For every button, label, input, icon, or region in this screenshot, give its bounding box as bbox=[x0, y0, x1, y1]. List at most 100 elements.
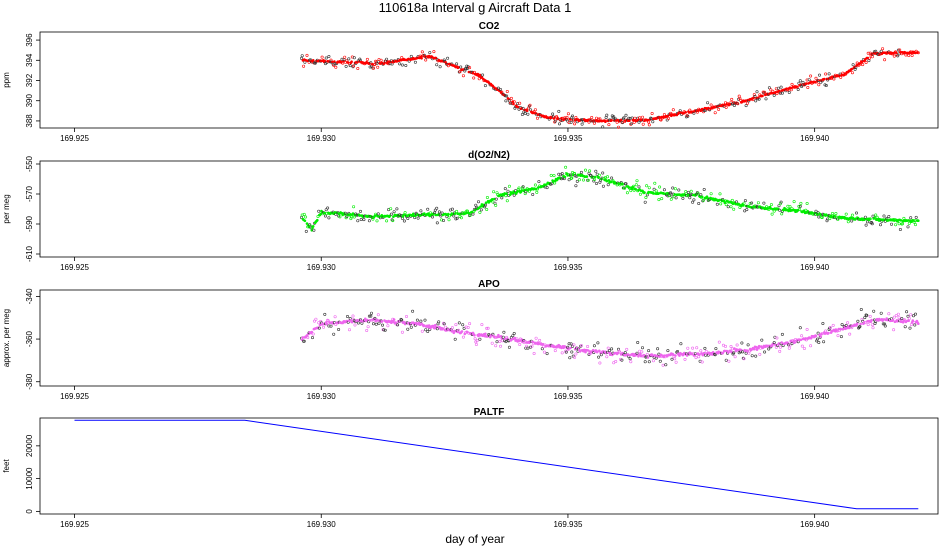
data-point bbox=[406, 217, 410, 221]
data-point bbox=[742, 357, 746, 361]
data-point bbox=[305, 53, 309, 57]
data-point bbox=[523, 192, 527, 196]
data-point bbox=[909, 323, 913, 327]
data-point bbox=[491, 200, 495, 204]
data-point bbox=[494, 203, 498, 207]
data-point bbox=[733, 355, 737, 359]
data-point bbox=[409, 54, 413, 58]
data-point bbox=[695, 346, 699, 350]
data-point bbox=[824, 72, 828, 76]
data-point bbox=[658, 116, 661, 119]
data-point bbox=[521, 185, 525, 189]
data-point bbox=[479, 205, 482, 208]
data-point bbox=[471, 212, 475, 216]
data-point bbox=[351, 320, 354, 324]
data-point bbox=[814, 76, 818, 80]
data-point bbox=[338, 215, 342, 219]
data-point bbox=[807, 78, 811, 82]
data-point bbox=[419, 209, 423, 213]
x-tick-label: 169.925 bbox=[60, 263, 89, 272]
data-point bbox=[596, 341, 600, 345]
data-point bbox=[428, 51, 432, 55]
data-point bbox=[700, 195, 704, 199]
data-point bbox=[780, 341, 783, 344]
data-point bbox=[836, 334, 840, 338]
data-point bbox=[314, 317, 318, 321]
data-point bbox=[500, 196, 504, 200]
data-point bbox=[567, 178, 571, 182]
data-point bbox=[847, 326, 851, 330]
data-point bbox=[788, 343, 792, 347]
data-point bbox=[842, 327, 845, 331]
data-point bbox=[485, 326, 489, 330]
data-point bbox=[450, 326, 454, 330]
data-point bbox=[684, 190, 688, 194]
data-point bbox=[607, 349, 611, 353]
data-point bbox=[553, 181, 557, 185]
data-point bbox=[512, 102, 515, 106]
data-point bbox=[763, 350, 767, 354]
data-point bbox=[870, 222, 874, 226]
data-point bbox=[691, 346, 695, 350]
data-point bbox=[674, 196, 678, 200]
data-point bbox=[520, 189, 523, 192]
data-point bbox=[433, 211, 437, 215]
data-point bbox=[409, 325, 413, 329]
data-point bbox=[590, 116, 594, 120]
data-point bbox=[368, 319, 372, 322]
data-point bbox=[573, 347, 577, 351]
data-point bbox=[732, 351, 736, 355]
data-point bbox=[573, 122, 577, 126]
data-point bbox=[697, 202, 701, 206]
data-point bbox=[898, 48, 902, 52]
data-point bbox=[331, 60, 334, 64]
data-point bbox=[769, 203, 773, 207]
scatter-points bbox=[299, 307, 920, 367]
data-point bbox=[658, 185, 662, 189]
data-point bbox=[800, 344, 804, 348]
x-tick-label: 169.940 bbox=[800, 520, 829, 529]
data-point bbox=[850, 219, 854, 223]
data-point bbox=[913, 223, 917, 227]
data-point bbox=[337, 327, 341, 331]
data-point bbox=[570, 350, 574, 354]
data-point bbox=[896, 312, 900, 316]
data-point bbox=[639, 354, 643, 358]
data-point bbox=[666, 116, 670, 120]
data-point bbox=[599, 353, 603, 357]
data-point bbox=[914, 215, 918, 219]
data-point bbox=[673, 193, 676, 196]
data-point bbox=[344, 64, 348, 68]
data-point bbox=[882, 318, 886, 321]
data-point bbox=[392, 210, 396, 214]
data-point bbox=[592, 344, 596, 348]
data-point bbox=[533, 183, 537, 187]
data-point bbox=[892, 54, 896, 58]
data-point bbox=[497, 335, 501, 339]
data-point bbox=[423, 324, 426, 327]
data-point bbox=[325, 322, 329, 326]
data-point bbox=[643, 191, 646, 194]
data-point bbox=[485, 208, 489, 212]
data-point bbox=[581, 178, 585, 182]
data-point bbox=[601, 125, 605, 129]
data-point bbox=[302, 339, 306, 343]
data-point bbox=[806, 86, 810, 90]
data-point bbox=[610, 347, 614, 351]
data-point bbox=[452, 214, 456, 218]
data-point bbox=[356, 321, 360, 325]
data-point bbox=[616, 125, 620, 129]
data-point bbox=[351, 314, 355, 318]
data-point bbox=[466, 325, 470, 329]
data-point bbox=[780, 332, 784, 336]
data-point bbox=[814, 334, 818, 338]
data-point bbox=[870, 318, 873, 322]
data-point bbox=[777, 204, 781, 208]
data-point bbox=[729, 205, 733, 209]
panel-title: d(O2/N2) bbox=[468, 150, 510, 161]
data-point bbox=[661, 363, 665, 367]
data-point bbox=[577, 178, 581, 182]
data-point bbox=[604, 351, 608, 355]
data-point bbox=[892, 328, 896, 332]
data-point bbox=[787, 346, 791, 350]
